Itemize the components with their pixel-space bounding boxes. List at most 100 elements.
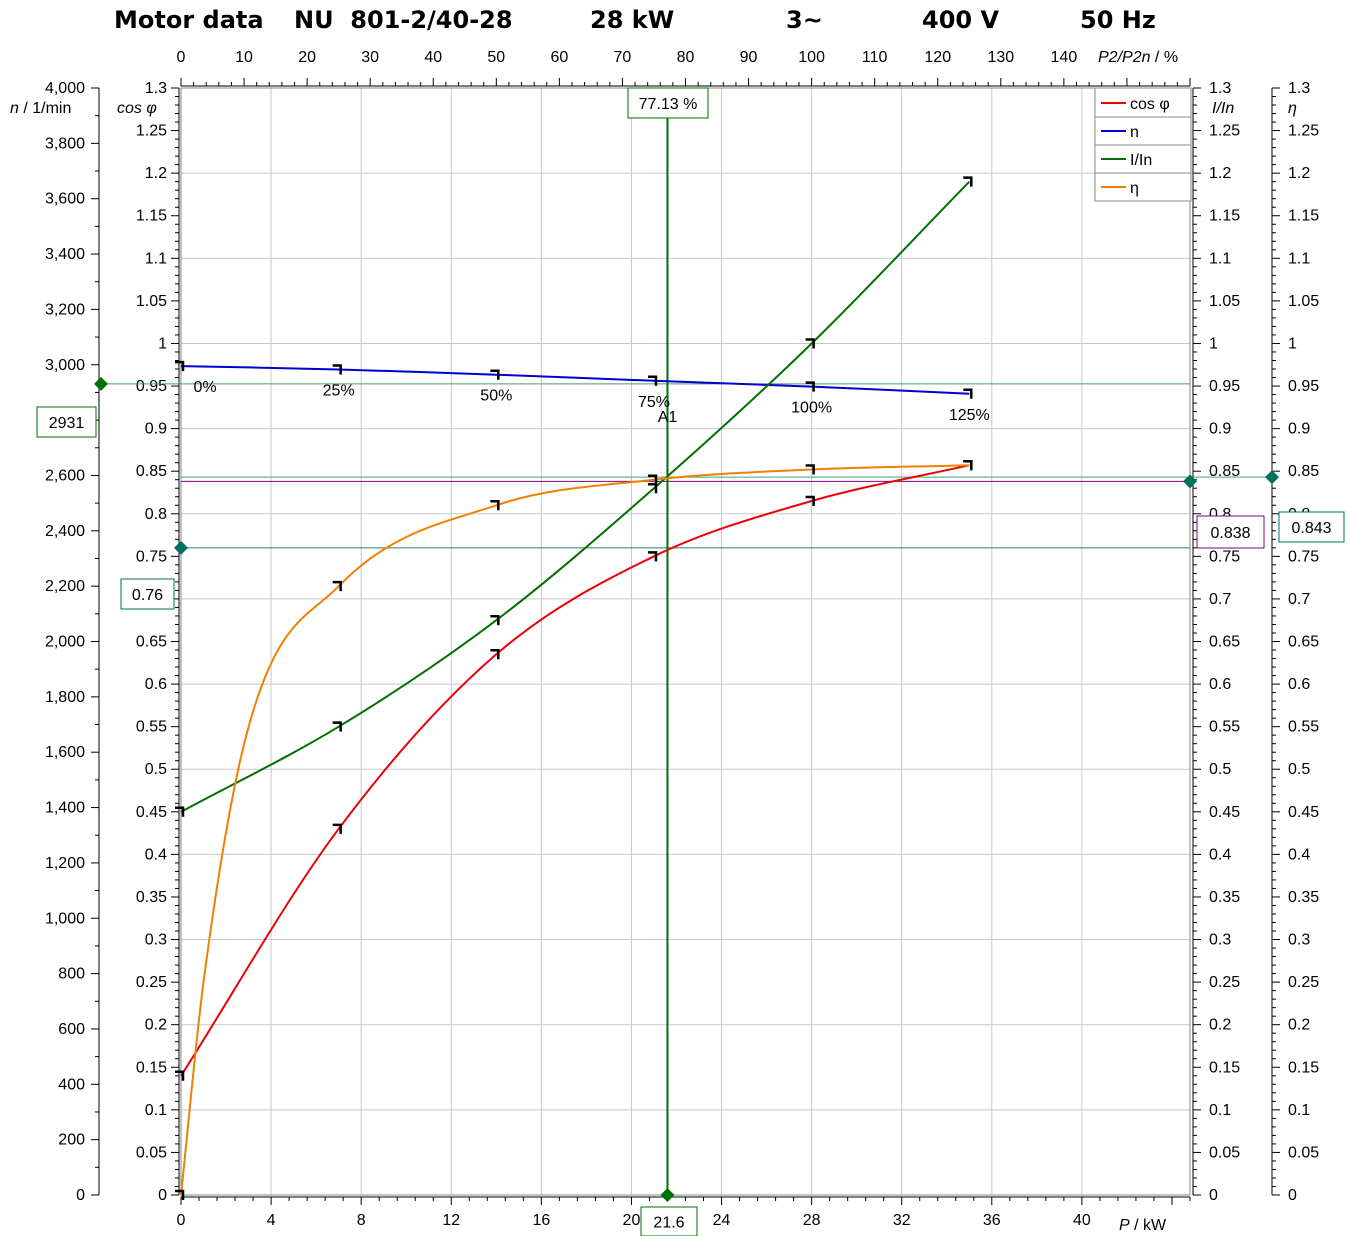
load-point-markers <box>175 176 973 1200</box>
cos-tick-label: 0.2 <box>145 1017 167 1034</box>
eta-tick-label: 0 <box>1288 1187 1297 1204</box>
cos-tick-label: 0.75 <box>136 548 167 565</box>
p-axis-title: P / kW <box>1119 1217 1167 1234</box>
eta-tick-label: 0.35 <box>1288 889 1319 906</box>
cos-tick-label: 0.85 <box>136 463 167 480</box>
load-label: 50% <box>480 388 512 405</box>
load-label: 75% <box>638 394 670 411</box>
title-label: Motor data <box>114 6 264 34</box>
n-marker-label-box <box>36 406 97 438</box>
n-tick-label: 1,800 <box>45 689 85 706</box>
cos-tick-label: 0.8 <box>145 506 167 523</box>
series <box>180 181 971 1196</box>
i-tick-label: 1.05 <box>1209 293 1240 310</box>
i-tick-label: 1.1 <box>1209 250 1231 267</box>
n-tick-label: 1,600 <box>45 744 85 761</box>
cos-tick-label: 1.1 <box>145 250 167 267</box>
eta-tick-label: 0.5 <box>1288 761 1310 778</box>
p-tick-label: 4 <box>267 1212 276 1229</box>
n-tick-label: 400 <box>58 1076 85 1093</box>
i-marker-label-box <box>1278 511 1345 543</box>
i-tick-label: 0.35 <box>1209 889 1240 906</box>
cos-tick-label: 0.9 <box>145 421 167 438</box>
pct-tick-label: 80 <box>677 49 695 66</box>
p-tick-label: 0 <box>177 1212 186 1229</box>
pct-tick-label: 60 <box>550 49 568 66</box>
cos-tick-label: 0.25 <box>136 974 167 991</box>
eta-tick-label: 0.75 <box>1288 548 1319 565</box>
cos-axis-title: cos φ <box>117 100 157 117</box>
eta-tick-label: 1.05 <box>1288 293 1319 310</box>
n-marker-label: 2931 <box>49 415 85 432</box>
cos-tick-label: 0.4 <box>145 846 167 863</box>
pct-tick-label: 140 <box>1051 49 1078 66</box>
i-tick-label: 0.65 <box>1209 634 1240 651</box>
eta-tick-label: 1.2 <box>1288 165 1310 182</box>
i-tick-label: 1.3 <box>1209 80 1231 97</box>
i-tick-label: 0.75 <box>1209 548 1240 565</box>
cos-marker-label-box <box>120 578 175 610</box>
i-tick-label: 0.25 <box>1209 974 1240 991</box>
load-point-n <box>490 369 500 380</box>
load-point-n <box>805 381 815 392</box>
load-point-cos <box>805 495 815 506</box>
eta-tick-label: 0.25 <box>1288 974 1319 991</box>
legend: cos φ n I/In η <box>1094 87 1192 202</box>
load-point-i <box>963 176 973 187</box>
n-tick-label: 1,000 <box>45 910 85 927</box>
pct-tick-label: 40 <box>424 49 442 66</box>
eta-tick-label: 0.65 <box>1288 634 1319 651</box>
pct-tick-label: 100 <box>798 49 825 66</box>
eta-tick-label: 0.15 <box>1288 1059 1319 1076</box>
series-cos-line <box>180 464 970 1077</box>
pct-tick-label: 70 <box>614 49 632 66</box>
pct-tick-label: 110 <box>862 49 888 66</box>
eta-tick-label: 0.45 <box>1288 804 1319 821</box>
i-tick-label: 1 <box>1209 335 1218 352</box>
n-tick-label: 1,400 <box>45 800 85 817</box>
cos-tick-label: 0.45 <box>136 804 167 821</box>
p-tick-label: 20 <box>623 1212 641 1229</box>
legend-label: I/In <box>1130 152 1152 169</box>
load-point-n <box>332 364 342 375</box>
pct-tick-label: 120 <box>924 49 951 66</box>
pct-tick-label: 30 <box>361 49 379 66</box>
eta-tick-label: 0.85 <box>1288 463 1319 480</box>
p-tick-label: 24 <box>713 1212 731 1229</box>
i-tick-label: 0.05 <box>1209 1144 1240 1161</box>
eta-marker-diamond <box>1183 474 1197 489</box>
i-marker-diamond <box>1265 470 1279 485</box>
title-voltage: 400 V <box>922 6 1000 34</box>
title-phase: 3~ <box>786 6 823 34</box>
i-marker-label: 0.843 <box>1291 520 1331 537</box>
i-tick-label: 0.55 <box>1209 719 1240 736</box>
legend-label: η <box>1130 180 1139 197</box>
series-i-line <box>180 181 971 813</box>
pct-tick-label: 50 <box>487 49 505 66</box>
eta-marker-label-box <box>1196 515 1265 549</box>
p-tick-label: 12 <box>442 1212 460 1229</box>
title-power: 28 kW <box>590 6 675 34</box>
i-tick-label: 0.2 <box>1209 1017 1231 1034</box>
cursor-pct-label: 77.13 % <box>639 96 698 113</box>
load-point-eta <box>490 500 500 511</box>
cos-tick-label: 1.05 <box>136 293 167 310</box>
n-tick-label: 600 <box>58 1021 85 1038</box>
i-tick-label: 1.2 <box>1209 165 1231 182</box>
pct-tick-label: 20 <box>298 49 316 66</box>
i-tick-label: 0.4 <box>1209 846 1231 863</box>
eta-tick-label: 0.05 <box>1288 1144 1319 1161</box>
cos-tick-label: 0 <box>158 1187 167 1204</box>
eta-tick-label: 1 <box>1288 335 1297 352</box>
cos-marker-label: 0.76 <box>132 587 163 604</box>
i-tick-label: 1.25 <box>1209 123 1240 140</box>
legend-label: n <box>1130 124 1139 141</box>
cos-tick-label: 0.35 <box>136 889 167 906</box>
i-tick-label: 0.45 <box>1209 804 1240 821</box>
i-tick-label: 0 <box>1209 1187 1218 1204</box>
eta-tick-label: 0.7 <box>1288 591 1310 608</box>
eta-tick-label: 0.95 <box>1288 378 1319 395</box>
cos-tick-label: 0.05 <box>136 1144 167 1161</box>
series-n-line <box>180 365 970 395</box>
